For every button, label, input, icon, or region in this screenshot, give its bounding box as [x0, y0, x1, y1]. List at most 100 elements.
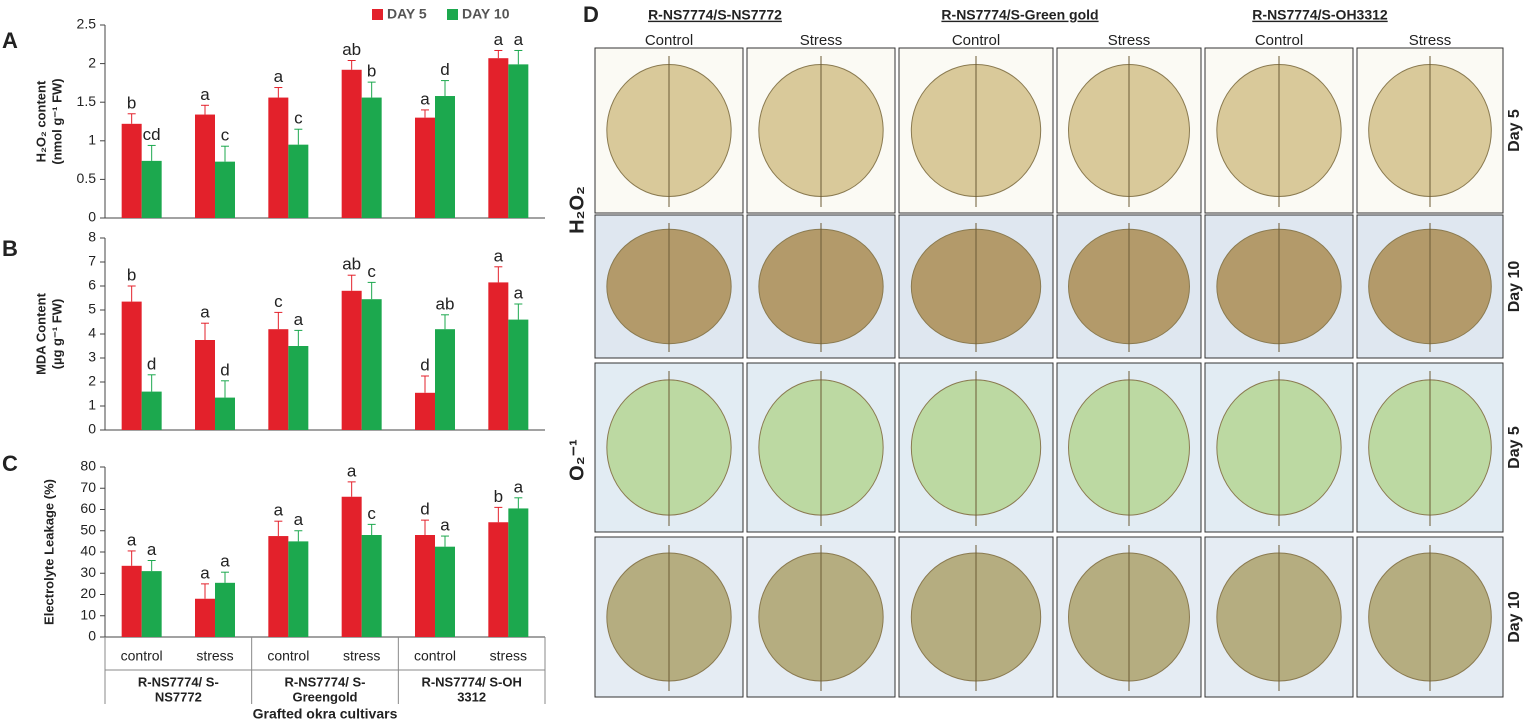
y-tick-label: 4	[88, 325, 96, 341]
significance-letter: b	[367, 62, 376, 81]
x-axis-label: Grafted okra cultivars	[253, 706, 398, 722]
y-tick-label: 20	[80, 585, 96, 601]
graft-header: R-NS7774/S-OH3312	[1252, 7, 1388, 23]
bar	[508, 64, 529, 218]
y-tick-label: 50	[80, 521, 96, 537]
significance-letter: b	[494, 487, 503, 506]
significance-letter: a	[200, 563, 210, 582]
significance-letter: a	[294, 510, 304, 529]
significance-letter: d	[420, 355, 429, 374]
treatment-label: Stress	[1108, 32, 1151, 49]
group-label: R-NS7774/ S-OH	[421, 674, 521, 689]
y-tick-label: 70	[80, 479, 96, 495]
treatment-label: Control	[1255, 32, 1303, 49]
y-tick-label: 2	[88, 373, 96, 389]
significance-letter: a	[200, 303, 210, 322]
y-tick-label: 0	[88, 628, 96, 644]
legend-label: DAY 5	[387, 6, 427, 22]
significance-letter: a	[440, 516, 450, 535]
bar	[288, 346, 309, 430]
legend-label: DAY 10	[462, 6, 510, 22]
day-label: Day 5	[1506, 426, 1523, 469]
day-label: Day 5	[1506, 109, 1523, 152]
significance-letter: d	[440, 60, 449, 79]
y-tick-label: 1	[88, 397, 96, 413]
graft-header: R-NS7774/S-NS7772	[648, 7, 782, 23]
bar	[341, 496, 362, 637]
group-label: R-NS7774/ S-	[285, 674, 366, 689]
significance-letter: b	[127, 265, 136, 284]
significance-letter: b	[127, 93, 136, 112]
y-tick-label: 30	[80, 564, 96, 580]
treatment-label: Stress	[800, 32, 843, 49]
bar	[341, 290, 362, 430]
bar	[215, 397, 235, 430]
significance-letter: a	[494, 30, 504, 49]
significance-letter: a	[347, 461, 357, 480]
significance-letter: ab	[436, 294, 455, 313]
bar	[268, 329, 289, 430]
significance-letter: ab	[342, 40, 361, 59]
y-tick-label: 8	[88, 229, 96, 245]
y-tick-label: 1.5	[77, 93, 97, 109]
group-label: 3312	[457, 689, 486, 704]
bar	[195, 340, 215, 430]
significance-letter: ab	[342, 255, 361, 274]
graft-header: R-NS7774/S-Green gold	[941, 7, 1098, 23]
y-tick-label: 80	[80, 458, 96, 474]
treatment-label: Stress	[1409, 32, 1452, 49]
y-tick-label: 60	[80, 500, 96, 516]
bar	[361, 299, 382, 430]
x-tick-label: stress	[196, 648, 233, 664]
group-label: R-NS7774/ S-	[138, 674, 219, 689]
significance-letter: a	[494, 246, 504, 265]
y-tick-label: 3	[88, 349, 96, 365]
legend-swatch	[447, 9, 458, 20]
y-axis-label: H₂O₂ content	[33, 80, 48, 162]
y-tick-label: 40	[80, 543, 96, 559]
significance-letter: cd	[143, 125, 161, 144]
bar	[415, 535, 435, 637]
x-tick-label: control	[121, 648, 163, 664]
significance-letter: c	[221, 126, 230, 145]
y-tick-label: 5	[88, 301, 96, 317]
bar	[121, 301, 142, 430]
group-label: NS7772	[155, 689, 202, 704]
bar	[361, 535, 382, 637]
day-label: Day 10	[1506, 591, 1523, 643]
panel-label: C	[2, 451, 18, 476]
significance-letter: a	[514, 30, 524, 49]
y-tick-label: 0	[88, 209, 96, 225]
significance-letter: a	[420, 89, 430, 108]
significance-letter: d	[147, 354, 156, 373]
y-tick-label: 10	[80, 606, 96, 622]
y-axis-label: (µg g⁻¹ FW)	[49, 299, 64, 370]
bar	[141, 391, 162, 430]
significance-letter: a	[200, 85, 210, 104]
significance-letter: c	[294, 109, 303, 128]
bar	[121, 123, 142, 218]
bar	[141, 571, 162, 637]
bar	[435, 96, 455, 218]
significance-letter: a	[274, 501, 284, 520]
y-axis-label: MDA Content	[33, 292, 48, 375]
bar	[488, 58, 509, 218]
significance-letter: a	[294, 310, 304, 329]
bar	[341, 69, 362, 218]
bar	[508, 319, 529, 430]
y-tick-label: 7	[88, 253, 96, 269]
significance-letter: a	[220, 552, 230, 571]
bar	[195, 114, 215, 218]
bar	[435, 329, 455, 430]
significance-letter: a	[147, 540, 157, 559]
x-tick-label: stress	[343, 648, 380, 664]
bar	[195, 598, 215, 637]
bar	[215, 582, 235, 637]
y-tick-label: 0	[88, 421, 96, 437]
bar	[361, 97, 382, 218]
y-tick-label: 2.5	[77, 16, 97, 32]
significance-letter: a	[514, 477, 524, 496]
significance-letter: d	[420, 500, 429, 519]
stain-label: O₂⁻¹	[566, 439, 588, 481]
